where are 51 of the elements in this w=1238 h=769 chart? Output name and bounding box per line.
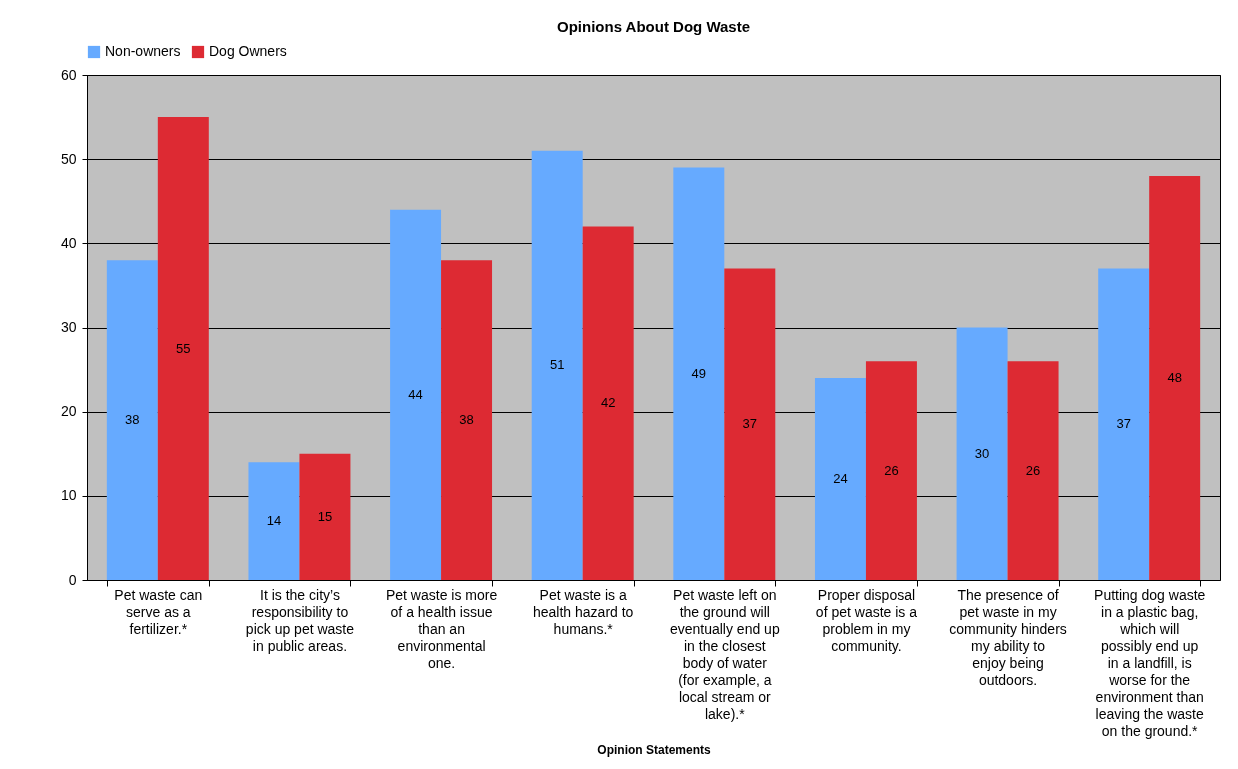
x-axis-title: Opinion Statements [597, 742, 711, 757]
data-label: 55 [176, 340, 191, 356]
data-label: 26 [1025, 462, 1041, 478]
y-tick-label: 20 [60, 403, 77, 420]
legend-label: Dog Owners [209, 43, 287, 59]
bar [390, 209, 442, 580]
y-tick-label: 50 [60, 150, 77, 167]
data-label: 14 [266, 513, 282, 529]
data-label: 37 [742, 416, 758, 432]
legend-label: Non-owners [105, 43, 181, 59]
bar [582, 226, 634, 580]
x-tick-label: Pet waste can serve as a fertilizer.* [114, 586, 203, 637]
data-label: 15 [317, 508, 333, 524]
x-tick-label: Proper disposal of pet waste is a problem in my community. [815, 586, 918, 654]
bar [299, 453, 351, 580]
y-tick-label: 60 [60, 66, 77, 83]
data-label: 42 [600, 395, 616, 411]
bar [814, 378, 866, 580]
data-label: 38 [125, 412, 140, 428]
bar [865, 361, 917, 580]
bar [248, 462, 300, 580]
chart-title: Opinions About Dog Waste [556, 18, 751, 35]
category-label: Putting dog waste in a plastic bag, which will possibly end up in a landfill, is worse for the environment than leaving the waste on the ground.* [1094, 586, 1206, 739]
bar [1149, 176, 1201, 580]
data-label: 24 [833, 471, 848, 486]
data-label: 51 [549, 357, 565, 373]
data-label: 37 [1116, 416, 1131, 432]
data-label: 49 [691, 365, 707, 381]
bar [1098, 268, 1150, 580]
data-label: 48 [1167, 370, 1182, 385]
data-label: 38 [459, 412, 474, 428]
bar [1007, 361, 1059, 580]
x-tick-label: Pet waste is more of a health issue than an environmental one. [385, 586, 498, 671]
y-tick-label: 30 [60, 319, 77, 335]
x-tick-label: It is the city’s responsibility to pick up pet waste in public areas. [245, 586, 355, 654]
data-label: 26 [884, 462, 899, 478]
x-tick-label: Pet waste is a health hazard to humans.* [532, 586, 634, 637]
bar [531, 150, 583, 580]
bar [441, 260, 493, 580]
bar [956, 327, 1008, 580]
bar [673, 167, 725, 580]
y-tick-label: 0 [68, 571, 77, 588]
bar [157, 117, 209, 580]
y-tick-label: 10 [60, 487, 77, 504]
x-tick-label: The presence of pet waste in my community hinders my ability to enjoy being outdoors. [949, 586, 1067, 688]
x-tick-label: Pet waste left on the ground will eventually end up in the closest body of water (for example, a local stream or lake).* [669, 586, 780, 722]
bar [724, 268, 776, 580]
data-label: 30 [974, 445, 990, 461]
data-label: 44 [408, 386, 423, 402]
bar [106, 260, 158, 580]
y-tick-label: 40 [60, 234, 77, 251]
